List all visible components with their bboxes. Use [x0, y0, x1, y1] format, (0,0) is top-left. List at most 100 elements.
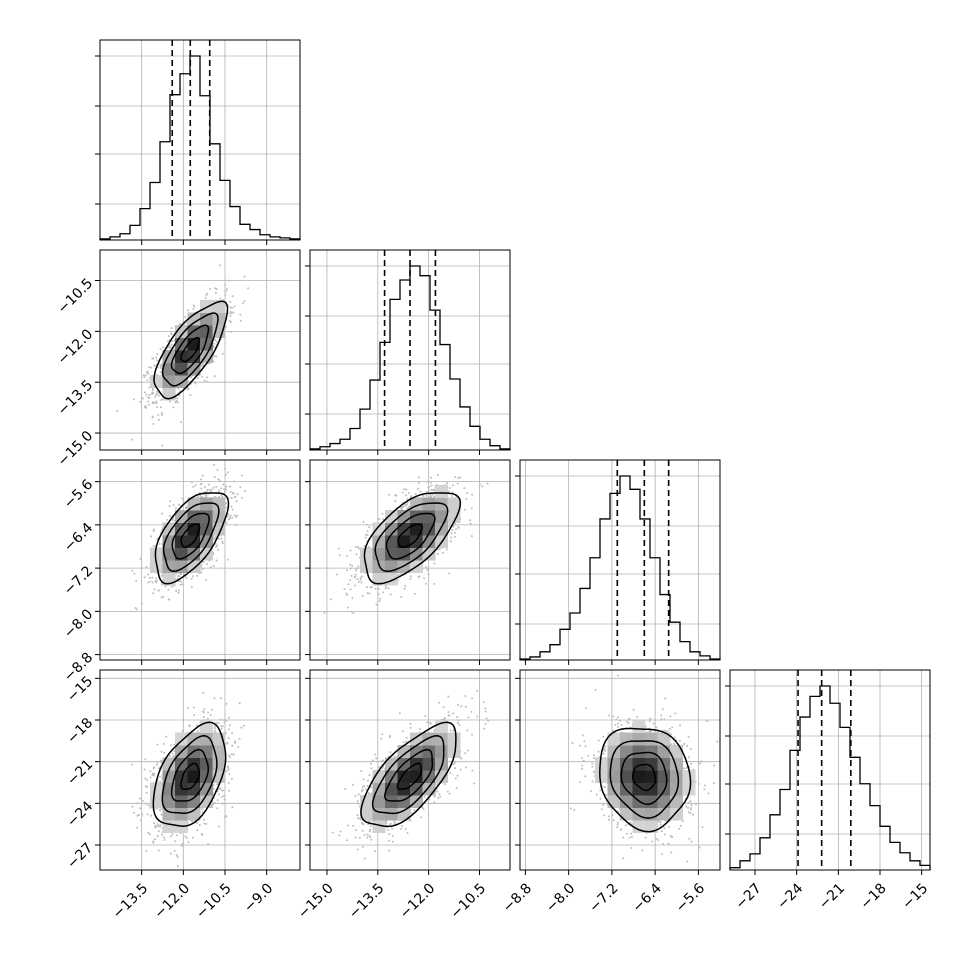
hist-panel-2 [515, 459, 721, 665]
contour-line [161, 312, 219, 387]
sample-point [148, 386, 151, 389]
sample-point [469, 519, 472, 522]
sample-point [405, 494, 408, 497]
sample-point [457, 476, 460, 479]
sample-point [230, 312, 233, 315]
sample-point [148, 403, 151, 406]
sample-point [454, 522, 457, 525]
density-panel-0-1 [95, 249, 301, 455]
sample-point [213, 476, 216, 479]
density-cell [212, 312, 226, 326]
sample-point [433, 495, 436, 498]
sample-point [212, 565, 215, 568]
sample-point [172, 348, 175, 351]
sample-point [178, 323, 181, 326]
sample-point [177, 387, 180, 390]
sample-point [218, 479, 221, 482]
sample-point [225, 473, 228, 476]
density-panel-1-2 [305, 459, 511, 665]
sample-point [235, 500, 238, 503]
sample-point [116, 410, 119, 413]
sample-point [349, 563, 352, 566]
sample-point [447, 490, 450, 493]
sample-point [354, 575, 357, 578]
sample-point [210, 488, 213, 491]
sample-point [222, 483, 225, 486]
sample-point [239, 319, 242, 322]
sample-point [346, 593, 349, 596]
sample-point [360, 581, 363, 584]
sample-point [407, 506, 410, 509]
panel-frame [99, 39, 301, 241]
density-cell [162, 560, 176, 573]
sample-point [235, 516, 238, 519]
sample-point [167, 588, 170, 591]
sample-point [159, 348, 162, 351]
sample-point [213, 345, 216, 348]
density-cell [200, 497, 213, 511]
sample-point [362, 520, 365, 523]
sample-point [145, 406, 148, 409]
contour-line [153, 300, 229, 400]
sample-point [190, 577, 193, 580]
sample-point [201, 568, 204, 571]
sample-point [451, 484, 454, 487]
panel-frame [99, 249, 301, 451]
sample-point [205, 495, 208, 498]
sample-point [201, 808, 204, 811]
sample-point [427, 573, 430, 576]
sample-point [378, 600, 381, 603]
sample-point [187, 841, 190, 844]
sample-point [350, 574, 353, 577]
sample-point [375, 603, 378, 606]
sample-point [151, 416, 154, 419]
sample-point [378, 518, 381, 521]
sample-point [177, 503, 180, 506]
sample-point [394, 500, 397, 503]
sample-point [229, 321, 232, 324]
sample-point [192, 304, 195, 307]
sample-point [140, 602, 143, 605]
sample-point [350, 610, 353, 613]
sample-point [150, 535, 153, 538]
sample-point [174, 507, 177, 510]
sample-point [438, 548, 441, 551]
sample-point [453, 535, 456, 538]
density-cell [435, 485, 448, 498]
sample-point [157, 849, 160, 852]
density-cell [200, 312, 213, 326]
sample-point [425, 491, 428, 494]
sample-point [152, 530, 155, 533]
sample-point [405, 488, 408, 491]
panel-content [323, 460, 489, 615]
sample-point [228, 517, 231, 520]
sample-point [146, 379, 149, 382]
sample-point [231, 295, 234, 298]
sample-point [410, 495, 413, 498]
contour-line [363, 492, 462, 585]
sample-point [135, 608, 138, 611]
panel-frame [519, 459, 721, 661]
sample-point [355, 553, 358, 556]
sample-point [151, 388, 154, 391]
sample-point [384, 585, 387, 588]
sample-point [221, 542, 224, 545]
sample-point [369, 585, 372, 588]
sample-point [455, 528, 458, 531]
sample-point [451, 495, 454, 498]
sample-point [209, 566, 212, 569]
sample-point [208, 287, 211, 290]
sample-point [359, 576, 362, 579]
sample-point [185, 576, 188, 579]
sample-point [180, 573, 183, 576]
sample-point [187, 309, 190, 312]
sample-point [176, 834, 179, 837]
sample-point [406, 501, 409, 504]
sample-point [233, 305, 236, 308]
sample-point [213, 538, 216, 541]
sample-point [430, 476, 433, 479]
sample-point [181, 583, 184, 586]
density-cell [410, 547, 423, 561]
sample-point [363, 545, 366, 548]
sample-point [132, 398, 135, 401]
